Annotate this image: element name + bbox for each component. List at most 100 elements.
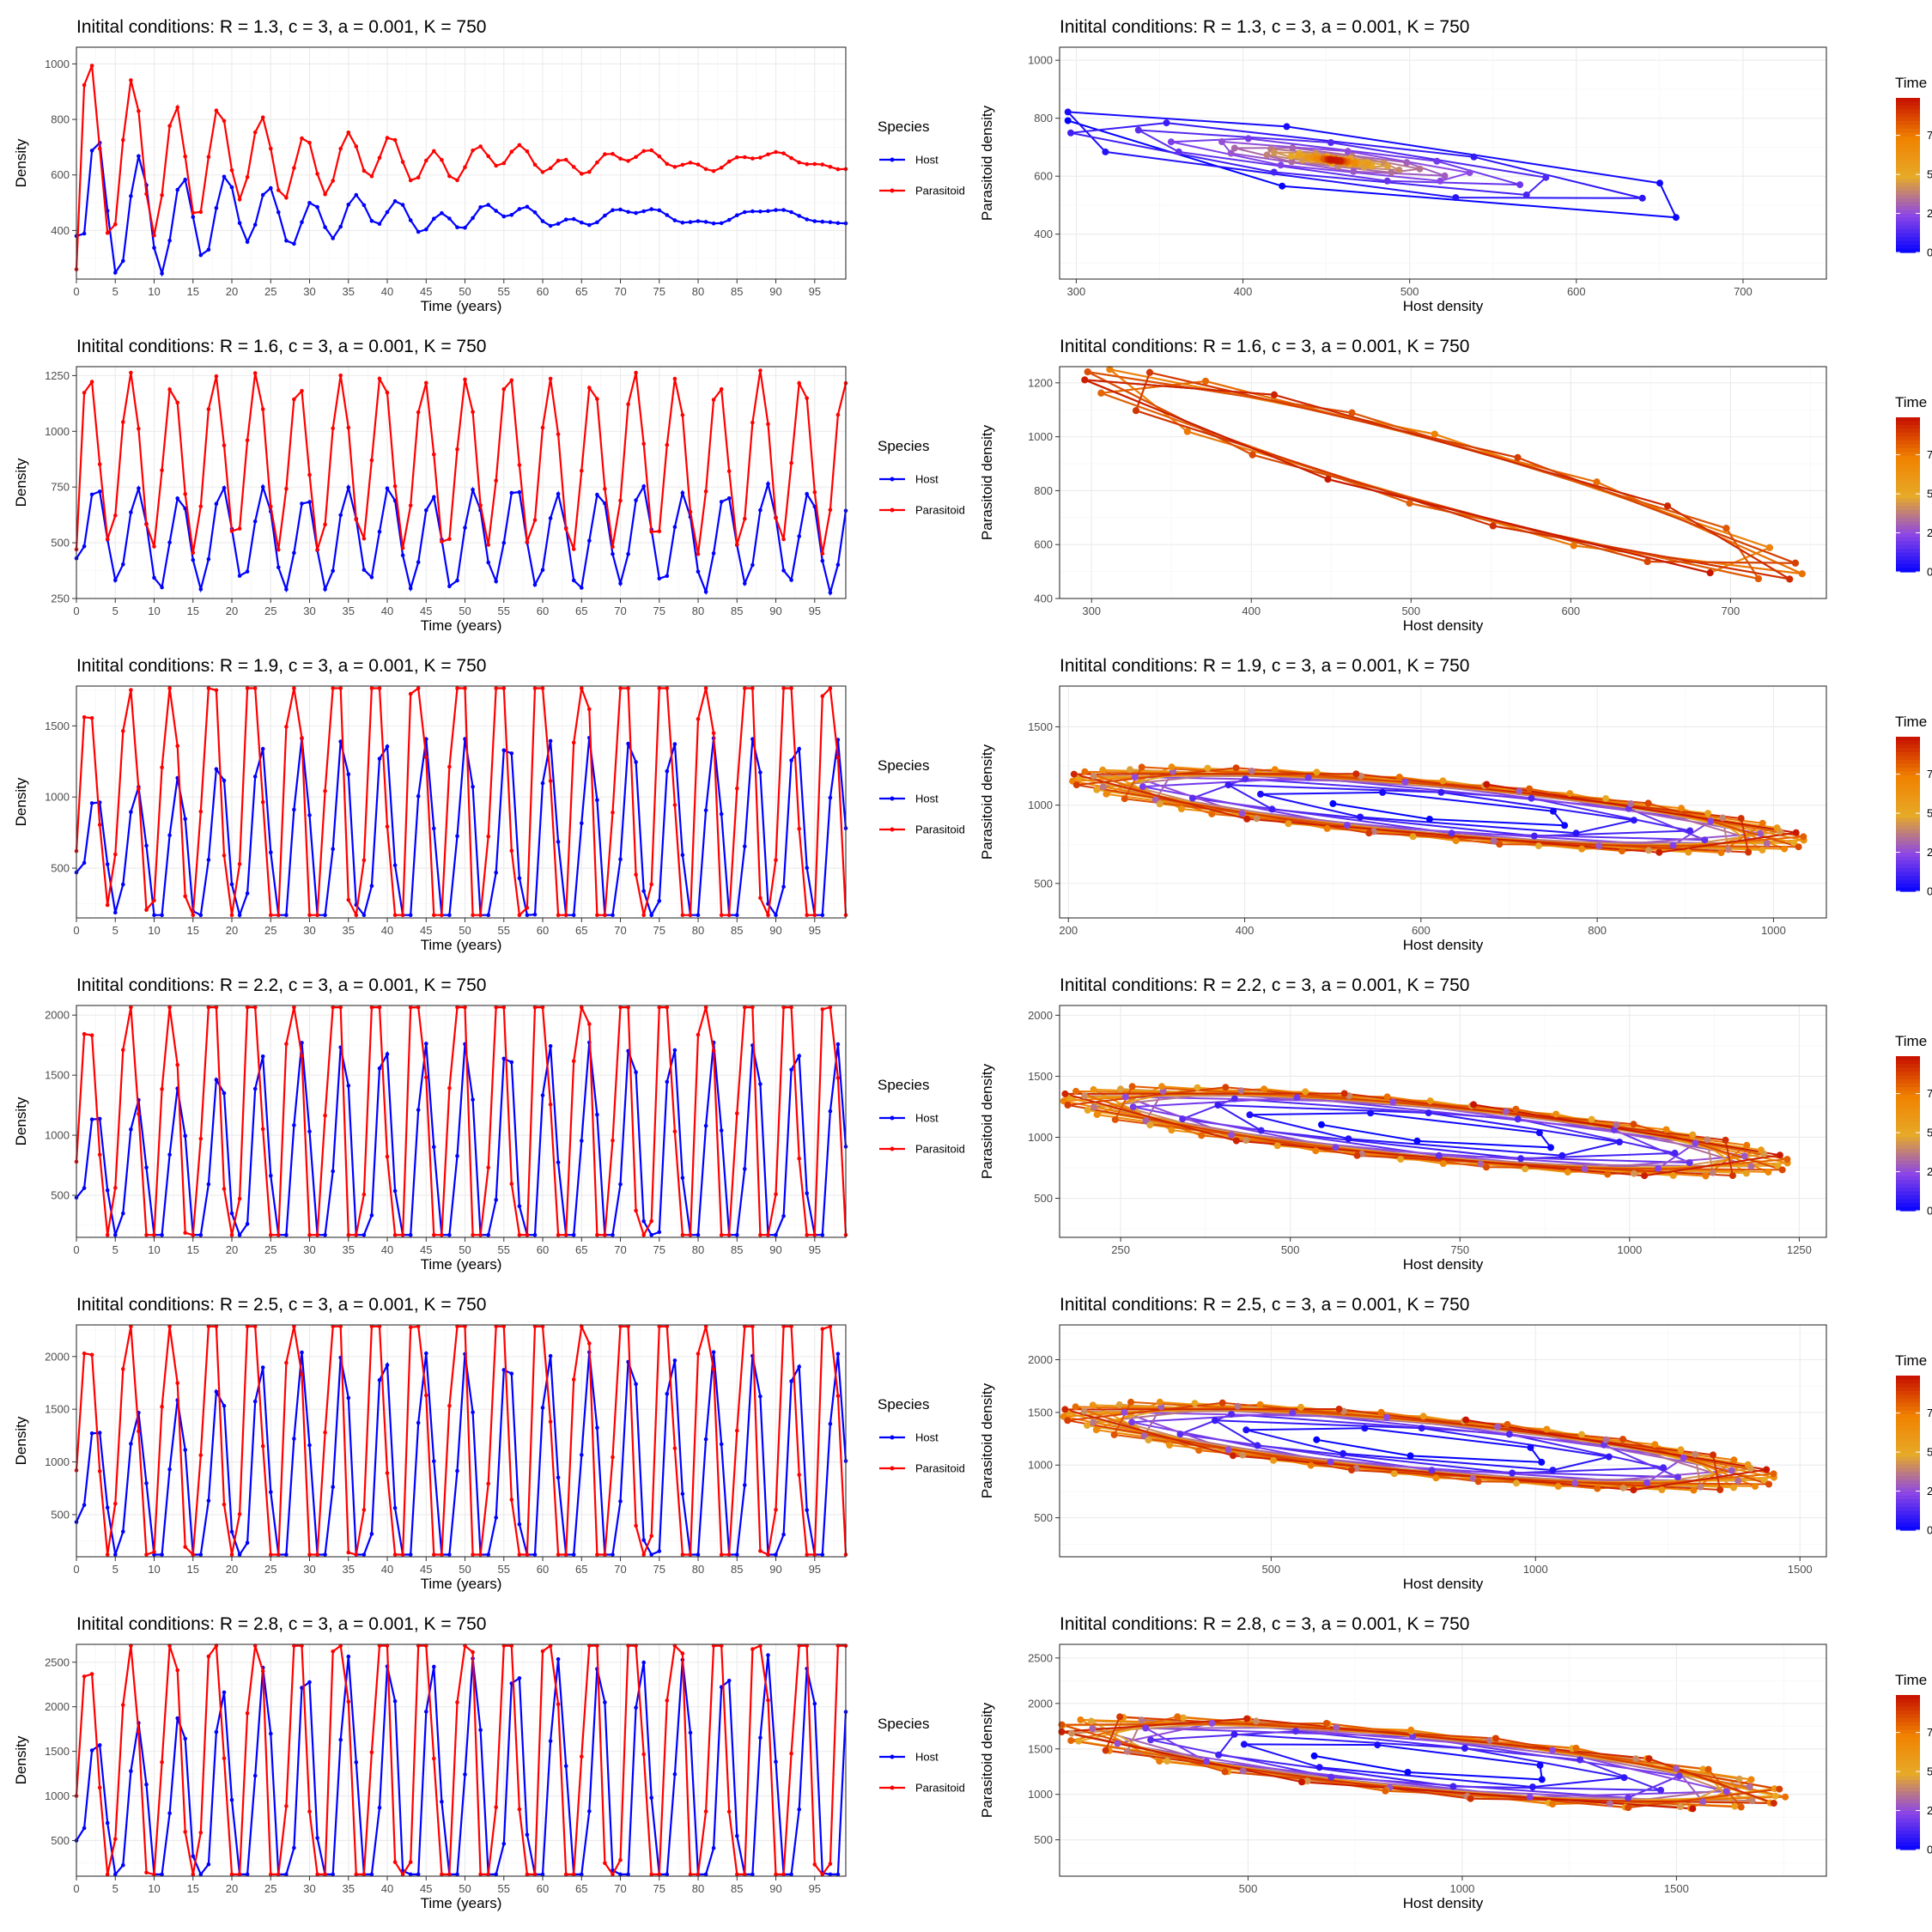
series-point-host bbox=[571, 913, 576, 917]
trajectory-point bbox=[1522, 191, 1530, 198]
trajectory-point bbox=[1716, 1486, 1724, 1493]
series-point-host bbox=[703, 220, 708, 224]
trajectory-segment bbox=[1473, 155, 1643, 199]
plot-data bbox=[1060, 1398, 1777, 1494]
series-point-parasitoid bbox=[517, 1232, 522, 1237]
series-point-host bbox=[758, 1735, 762, 1741]
series-point-parasitoid bbox=[665, 1324, 670, 1329]
trajectory-point bbox=[1357, 813, 1364, 821]
series-point-host bbox=[634, 210, 638, 216]
trajectory-point bbox=[1800, 833, 1807, 841]
x-tick-label: 25 bbox=[264, 924, 276, 937]
series-point-parasitoid bbox=[160, 193, 164, 197]
series-point-host bbox=[688, 1730, 693, 1735]
colorbar-segment bbox=[1896, 210, 1920, 215]
timeseries-panel-5: Initital conditions: R = 2.5, c = 3, a =… bbox=[0, 1278, 966, 1597]
y-axis-label: Parasitoid density bbox=[979, 424, 995, 540]
series-point-parasitoid bbox=[331, 1649, 336, 1654]
series-point-host bbox=[300, 1350, 304, 1355]
series-point-host bbox=[260, 746, 265, 751]
trajectory-point bbox=[1517, 1155, 1525, 1163]
series-point-host bbox=[121, 1862, 125, 1868]
series-point-parasitoid bbox=[688, 1232, 693, 1237]
series-point-parasitoid bbox=[665, 1005, 670, 1010]
series-point-parasitoid bbox=[416, 686, 421, 690]
trajectory-segment bbox=[1070, 122, 1167, 134]
series-point-host bbox=[758, 210, 762, 214]
series-point-parasitoid bbox=[252, 1324, 258, 1329]
series-point-host bbox=[121, 1529, 125, 1534]
y-tick-label: 1000 bbox=[45, 1129, 70, 1142]
series-point-host bbox=[424, 227, 428, 232]
colorbar-segment bbox=[1896, 1826, 1920, 1832]
series-point-parasitoid bbox=[486, 154, 490, 159]
colorbar-segment bbox=[1896, 1129, 1920, 1134]
series-point-parasitoid bbox=[595, 1552, 599, 1557]
series-point-parasitoid bbox=[408, 1325, 413, 1330]
x-tick-label: 0 bbox=[73, 924, 79, 937]
series-point-parasitoid bbox=[641, 1552, 646, 1557]
series-point-parasitoid bbox=[828, 686, 833, 690]
trajectory-point bbox=[1106, 366, 1114, 374]
trajectory-point bbox=[1271, 391, 1278, 398]
x-tick-label: 55 bbox=[498, 924, 510, 937]
series-point-host bbox=[432, 216, 436, 221]
trajectory-point bbox=[1671, 1149, 1679, 1157]
series-point-parasitoid bbox=[385, 824, 390, 829]
series-point-parasitoid bbox=[440, 1232, 444, 1237]
series-point-parasitoid bbox=[315, 913, 319, 917]
trajectory-point bbox=[1134, 126, 1142, 134]
colorbar-label: 0 bbox=[1927, 246, 1932, 259]
trajectory-segment bbox=[1138, 129, 1331, 143]
y-axis-label: Density bbox=[13, 138, 29, 187]
x-tick-label: 75 bbox=[653, 1882, 665, 1895]
y-axis-label: Density bbox=[13, 458, 29, 507]
series-point-parasitoid bbox=[245, 438, 250, 443]
series-point-host bbox=[455, 1872, 459, 1877]
series-point-host bbox=[214, 1389, 219, 1394]
colorbar-label: 75 bbox=[1927, 768, 1932, 781]
series-point-host bbox=[152, 575, 156, 580]
x-tick-label: 60 bbox=[537, 605, 549, 617]
series-point-host bbox=[711, 1845, 716, 1850]
trajectory-point bbox=[1643, 558, 1651, 565]
x-tick-label: 45 bbox=[420, 1243, 432, 1256]
series-point-parasitoid bbox=[432, 913, 436, 917]
series-point-parasitoid bbox=[571, 1377, 576, 1382]
trajectory-point bbox=[1613, 1121, 1620, 1128]
trajectory-point bbox=[1658, 1486, 1666, 1493]
x-tick-label: 70 bbox=[614, 1563, 626, 1576]
series-point-host bbox=[152, 913, 156, 917]
trajectory-segment bbox=[1228, 784, 1442, 793]
colorbar-segment bbox=[1896, 1098, 1920, 1103]
series-point-host bbox=[580, 1453, 584, 1457]
series-point-host bbox=[315, 204, 319, 210]
series-point-host bbox=[766, 1653, 770, 1657]
legend-title: Time bbox=[1895, 1352, 1927, 1369]
x-axis-label: Time (years) bbox=[421, 298, 502, 314]
series-point-host bbox=[696, 1552, 701, 1557]
trajectory-segment bbox=[1234, 147, 1292, 163]
series-point-host bbox=[137, 486, 141, 491]
series-point-parasitoid bbox=[743, 1005, 747, 1010]
colorbar-segment bbox=[1896, 163, 1920, 168]
colorbar-segment bbox=[1896, 763, 1920, 769]
x-tick-label: 40 bbox=[381, 1563, 393, 1576]
series-point-parasitoid bbox=[369, 1750, 374, 1755]
series-point-parasitoid bbox=[369, 458, 374, 463]
series-point-parasitoid bbox=[657, 1005, 662, 1010]
series-point-host bbox=[828, 1109, 833, 1114]
trajectory-segment bbox=[1314, 1754, 1408, 1773]
y-axis-label: Parasitoid density bbox=[979, 1382, 995, 1498]
series-point-host bbox=[611, 1552, 615, 1557]
series-point-host bbox=[167, 1811, 172, 1816]
y-tick-label: 250 bbox=[51, 592, 70, 605]
colorbar-label: 75 bbox=[1927, 1087, 1932, 1100]
colorbar-segment bbox=[1896, 1172, 1920, 1177]
series-point-host bbox=[183, 1448, 187, 1452]
legend-label-host: Host bbox=[915, 1112, 939, 1125]
series-point-parasitoid bbox=[580, 1005, 584, 1010]
series-point-host bbox=[797, 1807, 801, 1812]
trajectory-segment bbox=[1344, 1092, 1726, 1141]
trajectory-segment bbox=[1221, 141, 1348, 153]
